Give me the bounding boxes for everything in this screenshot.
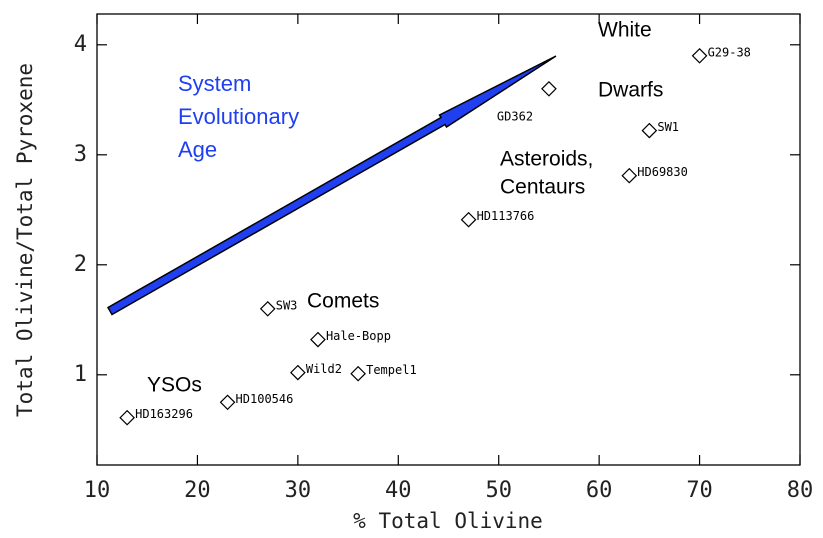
annotation: System (178, 71, 251, 96)
data-point (541, 80, 557, 97)
x-tick-label: 60 (586, 478, 613, 503)
x-tick-label: 70 (686, 478, 713, 503)
data-point (691, 47, 708, 64)
point-label: SW1 (657, 120, 679, 134)
y-axis-label: Total Olivine/Total Pyroxene (13, 63, 37, 417)
point-label: Tempel1 (366, 363, 417, 377)
data-point (460, 211, 477, 228)
annotation: Age (178, 137, 217, 162)
data-point (641, 122, 658, 139)
data-point (310, 331, 326, 348)
point-label: G29-38 (708, 45, 751, 59)
y-tick-label: 1 (74, 362, 87, 387)
x-tick-label: 50 (485, 478, 512, 503)
data-point (219, 394, 236, 411)
data-point (119, 409, 135, 426)
evolution-arrow (106, 55, 557, 316)
plot-frame (96, 13, 801, 466)
x-tick-label: 20 (184, 478, 211, 503)
annotation: Asteroids, (500, 148, 593, 171)
annotation: Evolutionary (178, 104, 299, 129)
x-tick-label: 40 (385, 478, 412, 503)
data-point (621, 167, 638, 184)
annotation: White (598, 19, 652, 42)
y-tick-label: 3 (74, 142, 87, 167)
point-label: GD362 (497, 109, 533, 123)
x-axis-label: % Total Olivine (353, 509, 543, 533)
point-label: HD69830 (637, 165, 688, 179)
annotation: Centaurs (500, 176, 585, 199)
point-label: SW3 (276, 298, 298, 312)
point-label: HD163296 (135, 407, 193, 421)
annotation: YSOs (147, 374, 202, 397)
annotation: Dwarfs (598, 79, 663, 102)
point-label: HD100546 (236, 392, 294, 406)
x-tick-label: 10 (84, 478, 111, 503)
point-label: Wild2 (306, 362, 342, 376)
x-tick-label: 30 (285, 478, 312, 503)
data-point (259, 300, 276, 317)
x-tick-label: 80 (787, 478, 814, 503)
point-label: Hale-Bopp (326, 329, 391, 343)
data-point (350, 365, 366, 382)
y-tick-label: 4 (74, 32, 87, 57)
data-point (290, 364, 306, 381)
point-label: HD113766 (477, 209, 535, 223)
y-tick-label: 2 (74, 252, 87, 277)
annotation: Comets (307, 290, 379, 313)
